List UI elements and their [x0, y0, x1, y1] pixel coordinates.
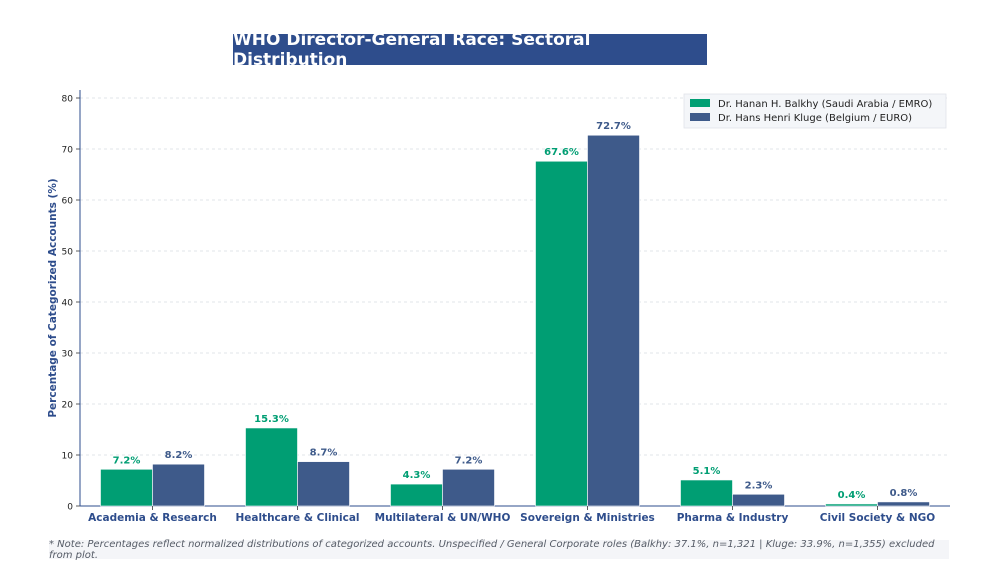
x-tick-label: Multilateral & UN/WHO: [375, 512, 511, 524]
data-label: 72.7%: [596, 121, 631, 132]
y-tick-label: 20: [62, 401, 74, 411]
bar: [390, 483, 443, 507]
y-tick-label: 0: [67, 503, 73, 513]
y-tick-label: 70: [62, 146, 74, 156]
data-label: 67.6%: [544, 147, 579, 158]
bar: [245, 427, 298, 507]
bar: [442, 468, 495, 507]
x-tick-label: Academia & Research: [88, 512, 217, 524]
data-label: 0.4%: [838, 490, 866, 501]
bar: [297, 461, 350, 507]
legend-label: Dr. Hanan H. Balkhy (Saudi Arabia / EMRO…: [718, 99, 932, 110]
x-tick-label: Healthcare & Clinical: [235, 512, 359, 524]
data-label: 0.8%: [890, 488, 918, 499]
y-tick-label: 50: [62, 248, 74, 258]
chart-title: WHO Director-General Race: Sectoral Dist…: [233, 30, 707, 70]
data-label: 8.2%: [165, 450, 193, 461]
bar: [152, 463, 205, 507]
data-label: 7.2%: [113, 455, 141, 466]
legend-box: [683, 93, 947, 129]
data-label: 7.2%: [455, 455, 483, 466]
bar: [535, 160, 588, 507]
legend-swatch: [690, 113, 710, 121]
footnote: * Note: Percentages reflect normalized d…: [49, 539, 949, 561]
bar: [587, 134, 640, 507]
bar: [732, 493, 785, 507]
legend-label: Dr. Hans Henri Kluge (Belgium / EURO): [718, 113, 912, 124]
data-label: 8.7%: [310, 448, 338, 459]
y-axis-label: Percentage of Categorized Accounts (%): [47, 178, 59, 417]
y-tick-label: 30: [62, 350, 74, 360]
y-tick-label: 10: [62, 452, 74, 462]
x-tick-label: Civil Society & NGO: [820, 512, 935, 524]
data-label: 5.1%: [693, 466, 721, 477]
data-label: 4.3%: [403, 470, 431, 481]
bar: [680, 479, 733, 507]
y-tick-label: 40: [62, 299, 74, 309]
bar: [100, 468, 153, 507]
data-label: 2.3%: [745, 480, 773, 491]
legend-swatch: [690, 99, 710, 107]
data-label: 15.3%: [254, 414, 289, 425]
y-tick-label: 60: [62, 197, 74, 207]
y-tick-label: 80: [62, 95, 74, 105]
bar: [825, 503, 878, 507]
bar: [877, 501, 930, 507]
x-tick-label: Sovereign & Ministries: [520, 512, 655, 524]
x-tick-label: Pharma & Industry: [677, 512, 789, 524]
